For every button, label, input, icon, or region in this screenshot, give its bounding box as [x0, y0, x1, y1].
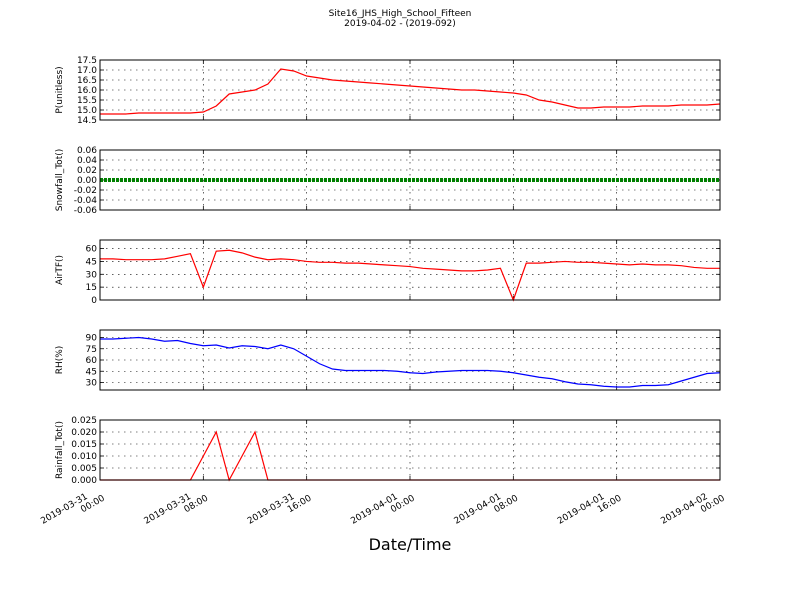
y-tick-label: 0.010	[71, 452, 97, 462]
axes-frame	[99, 239, 721, 301]
y-tick-label: 0.015	[71, 440, 97, 450]
x-tick-label: 2019-03-3116:00	[246, 485, 314, 536]
y-tick-label: -0.04	[74, 196, 98, 206]
y-tick-label: 17.0	[77, 66, 97, 76]
y-tick-label: 16.5	[77, 76, 97, 86]
x-tick-label: 2019-03-3108:00	[143, 485, 211, 536]
axes-frame	[99, 329, 721, 391]
axes-frame	[99, 419, 721, 481]
data-line	[100, 336, 721, 388]
axes-frame	[99, 59, 721, 121]
figure-subtitle: 2019-04-02 - (2019-092)	[344, 19, 456, 29]
y-axis-label: P(unitless)	[55, 66, 65, 113]
y-tick-label: 0	[91, 296, 97, 306]
y-tick-label: 0.04	[77, 156, 97, 166]
y-tick-label: 60	[86, 356, 98, 366]
y-tick-label: 90	[86, 334, 98, 344]
y-tick-label: 0.06	[77, 146, 97, 156]
data-line	[100, 68, 721, 115]
y-tick-label: 30	[86, 270, 98, 280]
y-tick-label: -0.02	[74, 186, 97, 196]
x-tick-label: 2019-03-3100:00	[39, 485, 107, 536]
y-axis-label: RH(%)	[55, 346, 65, 375]
y-tick-label: 16.0	[77, 86, 97, 96]
x-tick-label: 2019-04-0200:00	[659, 485, 727, 536]
y-tick-label: 75	[86, 345, 97, 355]
y-tick-label: -0.06	[74, 206, 98, 216]
y-axis-label: Snowfall_Tot()	[55, 149, 65, 212]
y-tick-label: 45	[86, 367, 97, 377]
y-tick-label: 0.005	[71, 464, 97, 474]
y-tick-label: 14.5	[77, 116, 97, 126]
y-tick-label: 15.0	[77, 106, 97, 116]
y-tick-label: 0.00	[77, 176, 97, 186]
y-tick-label: 17.5	[77, 56, 97, 66]
y-tick-label: 15.5	[77, 96, 97, 106]
y-tick-label: 0.000	[71, 476, 97, 486]
y-tick-label: 0.020	[71, 428, 97, 438]
x-tick-label: 2019-04-0116:00	[556, 485, 624, 536]
y-tick-label: 15	[86, 283, 97, 293]
x-tick-label: 2019-04-0100:00	[349, 485, 417, 536]
axes-frame	[99, 149, 721, 211]
x-tick-label: 2019-04-0108:00	[453, 485, 521, 536]
figure-title: Site16_JHS_High_School_Fifteen	[329, 9, 472, 19]
y-tick-label: 60	[86, 245, 98, 255]
y-axis-label: Rainfall_Tot()	[55, 421, 65, 479]
data-line	[100, 249, 720, 302]
y-tick-label: 30	[86, 379, 98, 389]
x-axis-label: Date/Time	[369, 535, 452, 554]
y-tick-label: 45	[86, 257, 97, 267]
y-tick-label: 0.025	[71, 416, 97, 426]
y-tick-label: 0.02	[77, 166, 97, 176]
y-axis-label: AirTF()	[55, 255, 65, 285]
